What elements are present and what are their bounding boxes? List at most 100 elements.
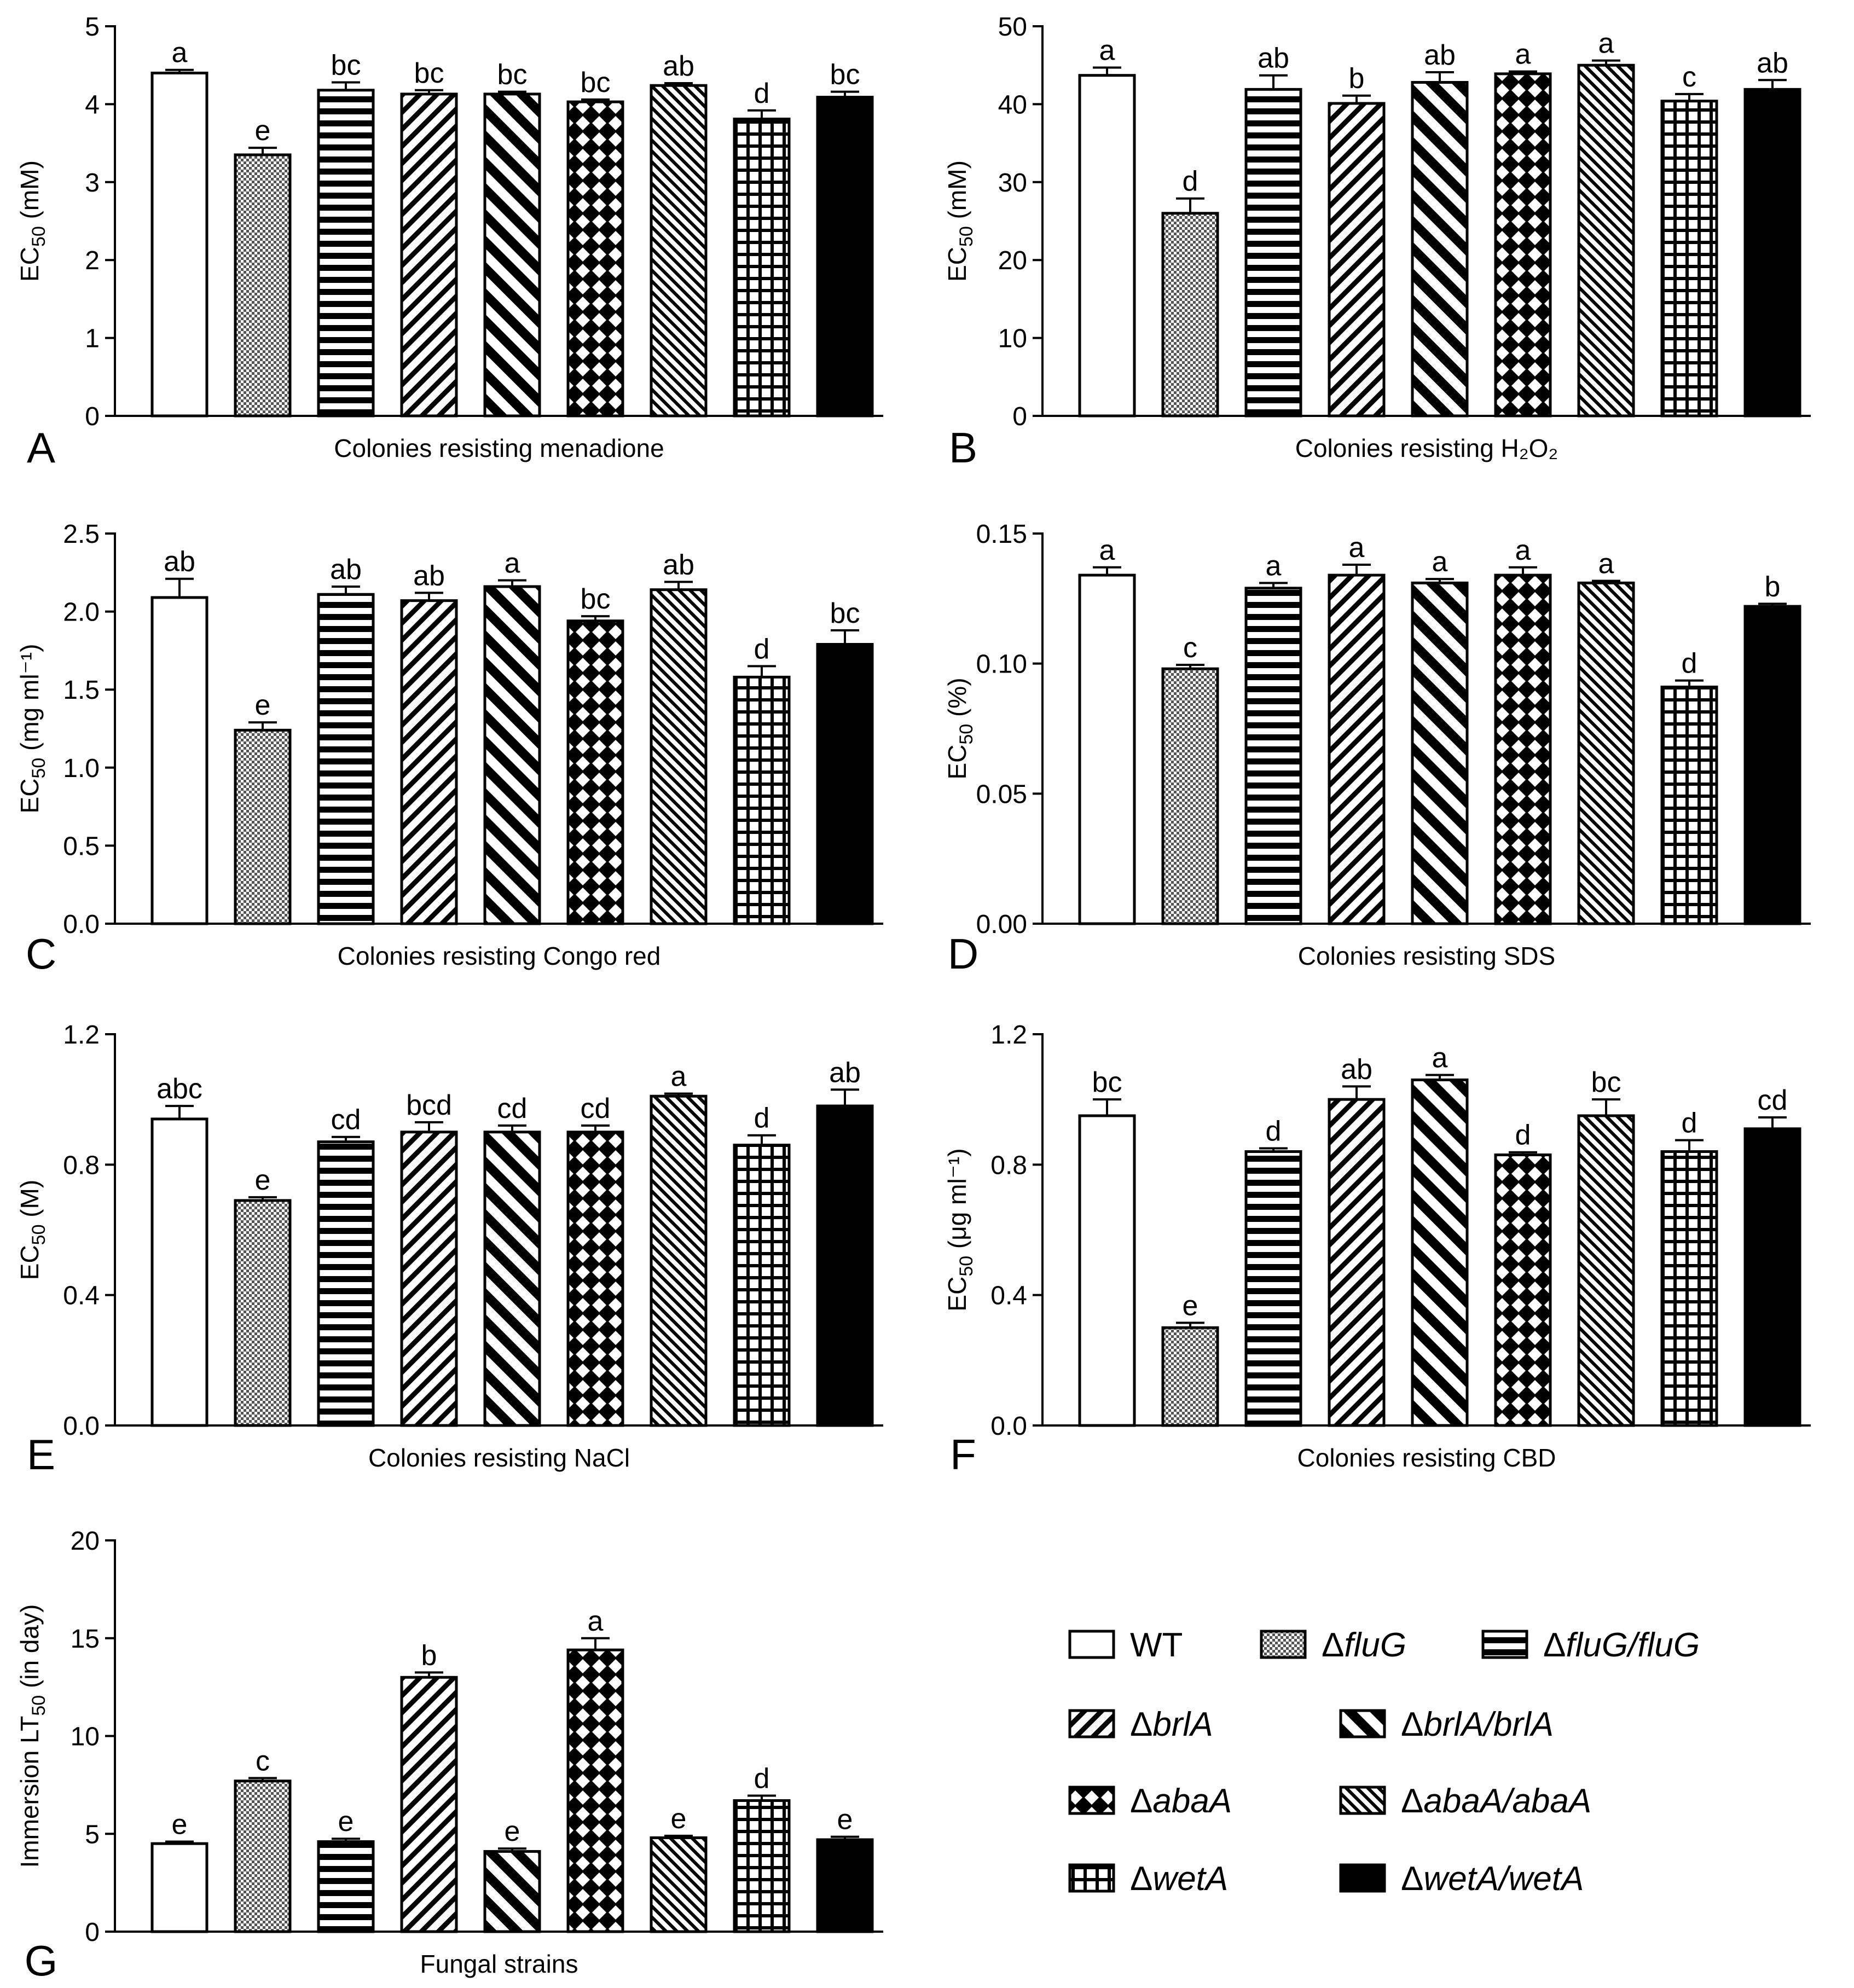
legend-swatch (1339, 1863, 1386, 1893)
chart-panel-c: 0.0 0.5 1.0 1.5 2.0 2.5 EC50 (mg ml⁻¹) ab e ab ab a… (15, 520, 883, 978)
y-axis-label: EC50 (mg ml⁻¹) (15, 644, 49, 814)
significance-letter: a (1598, 28, 1614, 60)
legend-item: ΔbrlA (1068, 1706, 1213, 1743)
significance-letter: a (1266, 550, 1282, 582)
legend: WT ΔfluG ΔfluG/fluG ΔbrlA ΔbrlA/brlA ΔabaA Δab… (1068, 1626, 1700, 1898)
y-tick-label: 0.8 (990, 1151, 1027, 1180)
bar-c-4 (400, 599, 458, 925)
significance-letter: cd (1758, 1085, 1788, 1116)
bar-f-7 (1577, 1114, 1635, 1427)
significance-letter: a (1598, 548, 1614, 580)
significance-letter: ab (1757, 47, 1788, 79)
bar-b-5 (1411, 81, 1469, 418)
bar-f-8 (1660, 1150, 1718, 1427)
significance-letter: b (1765, 571, 1781, 602)
significance-letter: ab (829, 1057, 861, 1088)
legend-label: ΔwetA (1130, 1860, 1228, 1898)
panel-label: D (948, 930, 978, 978)
x-axis-title: Colonies resisting menadione (334, 434, 664, 462)
bar-e-9 (816, 1104, 874, 1427)
y-axis-label: EC50 (mM) (15, 160, 49, 282)
legend-swatch (1068, 1630, 1115, 1659)
legend-item: ΔfluG/fluG (1481, 1626, 1700, 1664)
y-axis-label: EC50 (μg ml⁻¹) (943, 1148, 977, 1311)
significance-letter: e (671, 1803, 687, 1835)
legend-swatch (1068, 1786, 1115, 1815)
x-axis-title: Colonies resisting Congo red (338, 942, 661, 970)
y-tick-label: 3 (85, 169, 100, 198)
legend-swatch (1339, 1709, 1386, 1738)
bar-e-8 (733, 1144, 791, 1427)
significance-letter: c (256, 1745, 270, 1777)
x-axis-title: Colonies resisting SDS (1298, 942, 1555, 970)
y-tick-label: 5 (85, 1820, 100, 1849)
bar-f-5 (1411, 1078, 1469, 1427)
legend-item: ΔabaA (1068, 1782, 1232, 1820)
significance-letter: cd (497, 1093, 528, 1125)
panel-label: G (25, 1937, 58, 1985)
bar-d-9 (1743, 605, 1801, 925)
significance-letter: e (255, 1164, 271, 1196)
bar-d-1 (1078, 573, 1136, 925)
bar-b-9 (1743, 88, 1801, 418)
significance-letter: c (1682, 61, 1696, 93)
significance-letter: d (754, 78, 770, 109)
bar-g-3 (317, 1840, 375, 1933)
y-tick-label: 0.05 (976, 780, 1027, 809)
bar-e-5 (483, 1131, 541, 1427)
panel-label: B (949, 424, 977, 472)
y-axis-label: EC50 (M) (15, 1180, 49, 1280)
bar-b-8 (1660, 100, 1718, 418)
y-tick-label: 2.5 (63, 520, 100, 549)
significance-letter: b (421, 1639, 437, 1671)
bar-a-3 (317, 89, 375, 418)
y-tick-label: 1.0 (63, 754, 100, 783)
legend-swatch (1260, 1630, 1307, 1659)
significance-letter: d (754, 1763, 770, 1795)
significance-letter: b (1349, 63, 1365, 95)
bar-b-4 (1328, 102, 1386, 418)
bar-d-7 (1577, 581, 1635, 925)
significance-letter: d (1515, 1120, 1531, 1151)
bar-a-9 (816, 96, 874, 418)
bar-e-4 (400, 1131, 458, 1427)
y-tick-label: 40 (998, 90, 1027, 119)
legend-item: ΔwetA (1068, 1860, 1228, 1898)
bar-f-2 (1161, 1326, 1219, 1427)
significance-letter: a (172, 37, 188, 69)
significance-letter: ab (663, 50, 694, 82)
significance-letter: e (338, 1806, 354, 1838)
legend-item: ΔwetA/wetA (1339, 1860, 1584, 1898)
significance-letter: d (1682, 648, 1697, 680)
legend-label: ΔabaA (1130, 1782, 1232, 1820)
bar-f-6 (1494, 1153, 1552, 1427)
y-tick-label: 5 (85, 13, 100, 42)
y-tick-label: 0 (85, 1918, 100, 1947)
significance-letter: e (1183, 1290, 1198, 1322)
significance-letter: bc (497, 59, 528, 91)
significance-letter: bcd (406, 1089, 452, 1121)
y-tick-label: 0.00 (976, 910, 1027, 939)
significance-letter: ab (1341, 1053, 1372, 1085)
bar-f-4 (1328, 1098, 1386, 1427)
significance-letter: bc (414, 57, 444, 89)
legend-label: ΔfluG (1322, 1626, 1406, 1664)
significance-letter: bc (331, 50, 361, 82)
bar-c-3 (317, 593, 375, 925)
chart-panel-e: 0.0 0.4 0.8 1.2 EC50 (M) abc e cd bcd cd cd a d ab Col… (15, 1021, 883, 1479)
legend-item: WT (1068, 1626, 1183, 1664)
legend-item: ΔfluG (1260, 1626, 1406, 1664)
significance-letter: ab (164, 546, 195, 578)
significance-letter: cd (331, 1104, 361, 1136)
legend-swatch (1481, 1630, 1528, 1659)
significance-letter: ab (663, 549, 694, 581)
panel-label: E (27, 1430, 55, 1479)
legend-swatch (1068, 1709, 1115, 1738)
bar-g-9 (816, 1838, 874, 1933)
y-tick-label: 2 (85, 246, 100, 275)
x-axis-title: Colonies resisting CBD (1297, 1444, 1556, 1472)
y-tick-label: 0.4 (990, 1282, 1027, 1311)
significance-letter: bc (1591, 1067, 1621, 1098)
y-axis-label: Immersion LT50 (in day) (15, 1604, 49, 1868)
